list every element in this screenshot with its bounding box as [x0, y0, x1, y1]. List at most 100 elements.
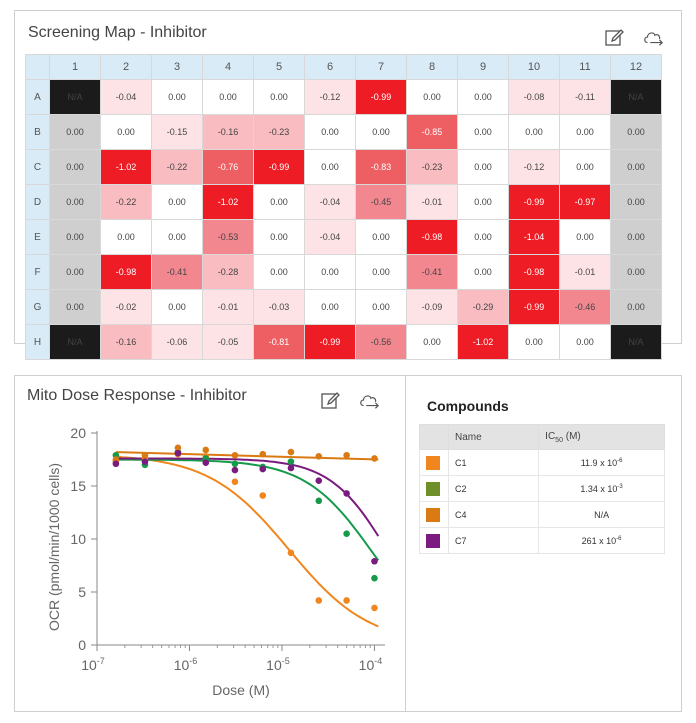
well-cell[interactable]: -0.04	[100, 79, 152, 115]
compound-row[interactable]: C2 1.34 x 10-3	[419, 475, 665, 502]
well-cell[interactable]: 0.00	[406, 324, 458, 360]
well-cell[interactable]: 0.00	[457, 114, 509, 150]
well-cell[interactable]: -0.41	[406, 254, 458, 290]
well-cell[interactable]: -0.12	[508, 149, 560, 185]
well-cell[interactable]: -0.01	[406, 184, 458, 220]
compound-row[interactable]: C4 N/A	[419, 501, 665, 528]
well-cell[interactable]: 0.00	[355, 114, 407, 150]
well-cell[interactable]: -0.98	[100, 254, 152, 290]
well-cell[interactable]: 0.00	[610, 149, 662, 185]
well-cell[interactable]: 0.00	[508, 324, 560, 360]
well-cell[interactable]: -0.53	[202, 219, 254, 255]
well-cell[interactable]: -0.16	[100, 324, 152, 360]
well-cell[interactable]: -1.02	[100, 149, 152, 185]
well-cell[interactable]: 0.00	[151, 184, 203, 220]
well-cell[interactable]: 0.00	[610, 114, 662, 150]
well-cell[interactable]: -0.02	[100, 289, 152, 325]
well-cell[interactable]: 0.00	[49, 149, 101, 185]
well-cell[interactable]: 0.00	[253, 219, 305, 255]
well-cell[interactable]: -0.28	[202, 254, 254, 290]
compound-row[interactable]: C7 261 x 10-6	[419, 527, 665, 554]
well-cell[interactable]: 0.00	[253, 184, 305, 220]
well-cell[interactable]: 0.00	[49, 184, 101, 220]
well-cell[interactable]: -0.04	[304, 184, 356, 220]
well-cell[interactable]: -0.06	[151, 324, 203, 360]
well-cell[interactable]: 0.00	[253, 79, 305, 115]
well-cell[interactable]: -0.85	[406, 114, 458, 150]
well-cell[interactable]: 0.00	[610, 254, 662, 290]
well-cell[interactable]: -0.23	[253, 114, 305, 150]
well-cell[interactable]: 0.00	[253, 254, 305, 290]
well-cell[interactable]: N/A	[49, 324, 101, 360]
well-cell[interactable]: -0.99	[253, 149, 305, 185]
edit-icon[interactable]	[603, 27, 627, 49]
well-cell[interactable]: 0.00	[559, 219, 611, 255]
compound-row[interactable]: C1 11.9 x 10-6	[419, 449, 665, 476]
well-cell[interactable]: 0.00	[151, 79, 203, 115]
well-cell[interactable]: -0.11	[559, 79, 611, 115]
well-cell[interactable]: N/A	[610, 324, 662, 360]
well-cell[interactable]: 0.00	[457, 79, 509, 115]
well-cell[interactable]: 0.00	[559, 114, 611, 150]
well-cell[interactable]: -1.04	[508, 219, 560, 255]
well-cell[interactable]: -0.99	[508, 289, 560, 325]
well-cell[interactable]: -0.99	[304, 324, 356, 360]
well-cell[interactable]: -0.01	[559, 254, 611, 290]
well-cell[interactable]: -0.98	[508, 254, 560, 290]
well-cell[interactable]: -0.41	[151, 254, 203, 290]
well-cell[interactable]: -0.09	[406, 289, 458, 325]
well-cell[interactable]: 0.00	[355, 219, 407, 255]
well-cell[interactable]: -0.15	[151, 114, 203, 150]
edit-icon[interactable]	[319, 390, 343, 412]
well-cell[interactable]: 0.00	[457, 219, 509, 255]
well-cell[interactable]: -1.02	[457, 324, 509, 360]
well-cell[interactable]: 0.00	[355, 254, 407, 290]
well-cell[interactable]: -0.45	[355, 184, 407, 220]
well-cell[interactable]: 0.00	[304, 149, 356, 185]
well-cell[interactable]: 0.00	[202, 79, 254, 115]
well-cell[interactable]: -0.22	[100, 184, 152, 220]
well-cell[interactable]: 0.00	[304, 254, 356, 290]
well-cell[interactable]: 0.00	[559, 149, 611, 185]
well-cell[interactable]: 0.00	[304, 289, 356, 325]
well-cell[interactable]: -0.08	[508, 79, 560, 115]
well-cell[interactable]: -0.03	[253, 289, 305, 325]
well-cell[interactable]: -0.99	[355, 79, 407, 115]
well-cell[interactable]: 0.00	[406, 79, 458, 115]
well-cell[interactable]: 0.00	[610, 184, 662, 220]
well-cell[interactable]: 0.00	[610, 219, 662, 255]
well-cell[interactable]: -0.83	[355, 149, 407, 185]
well-cell[interactable]: -0.23	[406, 149, 458, 185]
well-cell[interactable]: 0.00	[304, 114, 356, 150]
cloud-upload-icon[interactable]	[641, 27, 665, 49]
well-cell[interactable]: 0.00	[508, 114, 560, 150]
well-cell[interactable]: -0.98	[406, 219, 458, 255]
well-cell[interactable]: 0.00	[355, 289, 407, 325]
well-cell[interactable]: 0.00	[100, 219, 152, 255]
well-cell[interactable]: 0.00	[559, 324, 611, 360]
well-cell[interactable]: 0.00	[49, 289, 101, 325]
well-cell[interactable]: 0.00	[100, 114, 152, 150]
well-cell[interactable]: N/A	[49, 79, 101, 115]
well-cell[interactable]: -0.22	[151, 149, 203, 185]
well-cell[interactable]: -0.56	[355, 324, 407, 360]
well-cell[interactable]: -0.46	[559, 289, 611, 325]
well-cell[interactable]: 0.00	[610, 289, 662, 325]
well-cell[interactable]: 0.00	[457, 149, 509, 185]
well-cell[interactable]: -0.12	[304, 79, 356, 115]
well-cell[interactable]: 0.00	[151, 219, 203, 255]
well-cell[interactable]: -0.97	[559, 184, 611, 220]
well-cell[interactable]: 0.00	[49, 254, 101, 290]
well-cell[interactable]: -0.29	[457, 289, 509, 325]
well-cell[interactable]: 0.00	[457, 254, 509, 290]
well-cell[interactable]: 0.00	[49, 114, 101, 150]
well-cell[interactable]: -0.04	[304, 219, 356, 255]
well-cell[interactable]: 0.00	[151, 289, 203, 325]
well-cell[interactable]: N/A	[610, 79, 662, 115]
well-cell[interactable]: -0.05	[202, 324, 254, 360]
cloud-upload-icon[interactable]	[357, 390, 381, 412]
well-cell[interactable]: -0.99	[508, 184, 560, 220]
well-cell[interactable]: -0.16	[202, 114, 254, 150]
well-cell[interactable]: 0.00	[49, 219, 101, 255]
well-cell[interactable]: 0.00	[457, 184, 509, 220]
